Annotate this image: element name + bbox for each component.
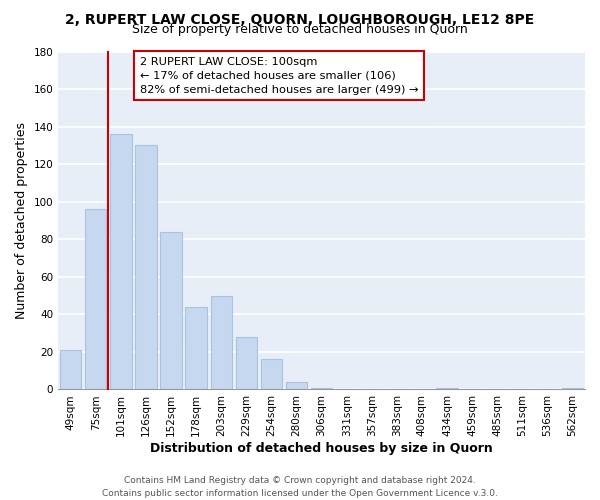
Bar [562, 388, 583, 390]
Y-axis label: Number of detached properties: Number of detached properties [15, 122, 28, 319]
Bar [286, 382, 307, 390]
Text: Size of property relative to detached houses in Quorn: Size of property relative to detached ho… [132, 22, 468, 36]
Bar [185, 307, 207, 390]
Bar [236, 337, 257, 390]
Bar [110, 134, 131, 390]
Bar [136, 146, 157, 390]
Bar [311, 388, 332, 390]
Text: Contains HM Land Registry data © Crown copyright and database right 2024.
Contai: Contains HM Land Registry data © Crown c… [102, 476, 498, 498]
Text: 2 RUPERT LAW CLOSE: 100sqm
← 17% of detached houses are smaller (106)
82% of sem: 2 RUPERT LAW CLOSE: 100sqm ← 17% of deta… [140, 56, 418, 94]
Bar [436, 388, 458, 390]
Bar [261, 360, 282, 390]
Text: 2, RUPERT LAW CLOSE, QUORN, LOUGHBOROUGH, LE12 8PE: 2, RUPERT LAW CLOSE, QUORN, LOUGHBOROUGH… [65, 12, 535, 26]
Bar [160, 232, 182, 390]
Bar [211, 296, 232, 390]
Bar [60, 350, 82, 390]
Bar [85, 209, 106, 390]
X-axis label: Distribution of detached houses by size in Quorn: Distribution of detached houses by size … [150, 442, 493, 455]
